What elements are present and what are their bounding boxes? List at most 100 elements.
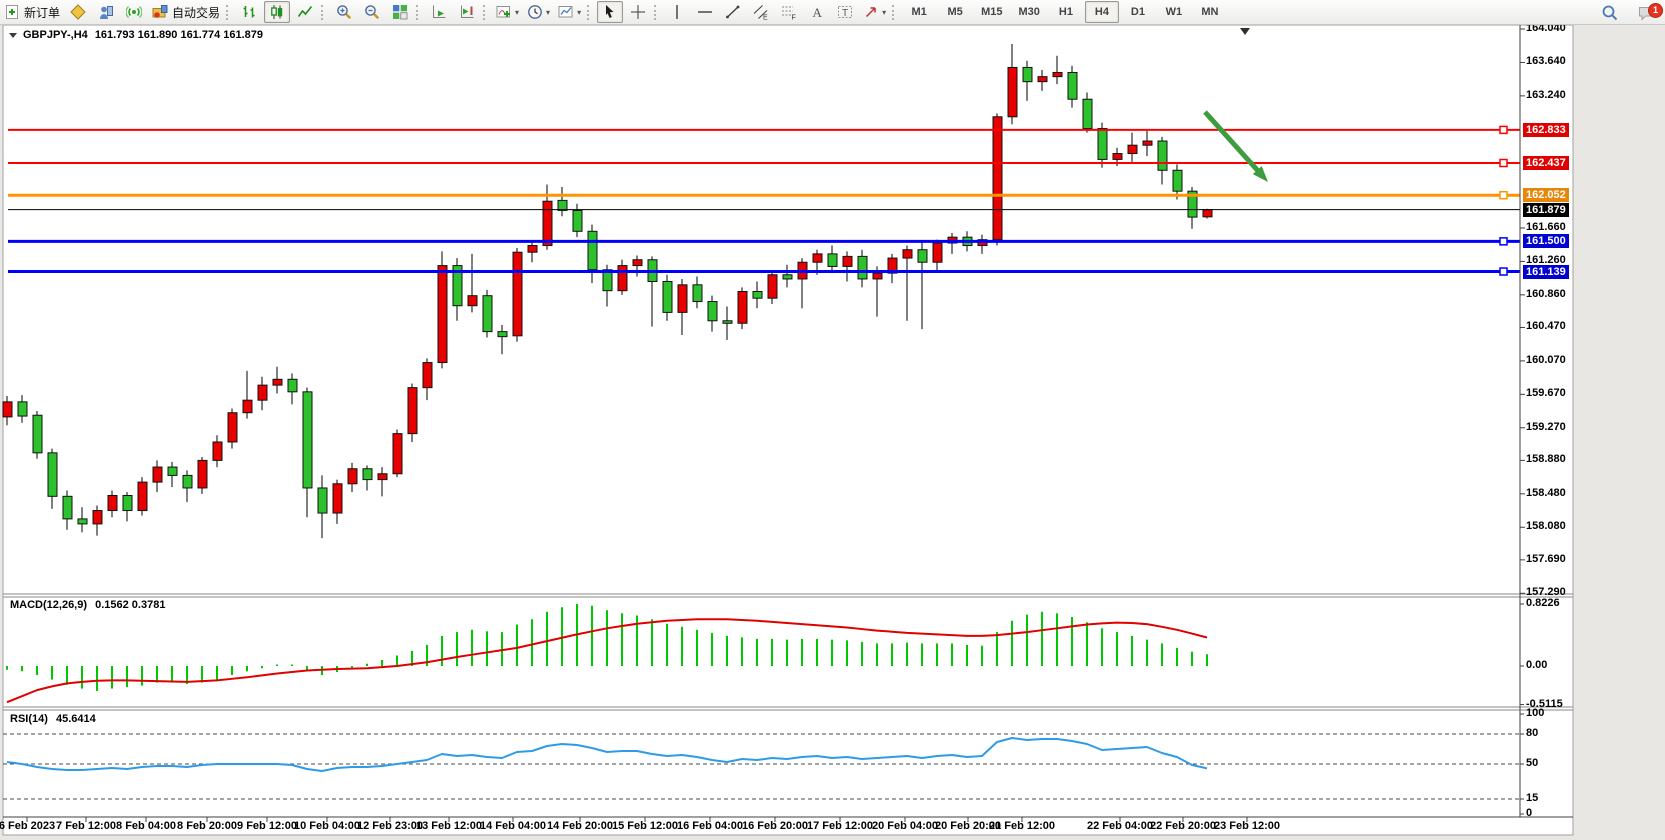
search-button[interactable] xyxy=(1596,1,1622,23)
cursor-button[interactable] xyxy=(597,1,624,23)
autotrading-icon xyxy=(152,4,168,20)
cursor-group xyxy=(596,0,652,24)
time-axis-label: 21 Feb 12:00 xyxy=(988,820,1056,832)
zoom-in-button[interactable] xyxy=(331,1,357,23)
timeframe-m30[interactable]: M30 xyxy=(1012,1,1047,23)
candlestick-icon xyxy=(269,4,285,20)
templates-button[interactable]: ▾ xyxy=(555,1,584,23)
auto-scroll-icon xyxy=(431,4,447,20)
text-button[interactable]: A xyxy=(804,1,830,23)
toolbar-grip xyxy=(654,4,659,20)
candle-body xyxy=(302,391,313,489)
toolbar-grip xyxy=(416,4,421,20)
timeframe-d1[interactable]: D1 xyxy=(1121,1,1155,23)
autotrading-button[interactable]: 自动交易 xyxy=(149,1,223,23)
horizontal-line-button[interactable] xyxy=(692,1,718,23)
timeframe-h1[interactable]: H1 xyxy=(1049,1,1083,23)
candle-body xyxy=(362,468,373,481)
timeframe-w1[interactable]: W1 xyxy=(1157,1,1191,23)
trade-group: 新订单 自动交易 xyxy=(0,0,224,24)
signals-button[interactable] xyxy=(121,1,147,23)
candle-body xyxy=(32,414,43,454)
new-order-button[interactable]: 新订单 xyxy=(1,1,63,23)
rsi-axis-label: 50 xyxy=(1526,757,1539,769)
indicators-button[interactable]: ▾ xyxy=(493,1,522,23)
level-line-handle[interactable] xyxy=(1499,158,1508,168)
crosshair-icon xyxy=(630,4,646,20)
candle-body xyxy=(1082,98,1093,129)
strategy-tester-button[interactable] xyxy=(93,1,119,23)
chart-window[interactable]: GBPJPY-,H4 161.793 161.890 161.774 161.8… xyxy=(0,22,1665,840)
time-axis-label: 16 Feb 20:00 xyxy=(741,820,809,832)
equidistant-channel-button[interactable]: E xyxy=(748,1,774,23)
crosshair-button[interactable] xyxy=(625,1,651,23)
signals-icon xyxy=(125,4,143,20)
level-line-handle[interactable] xyxy=(1499,267,1508,276)
candle-body xyxy=(482,295,493,333)
candle-body xyxy=(272,378,283,386)
timeframe-h1-label: H1 xyxy=(1058,6,1073,18)
timeframe-h4[interactable]: H4 xyxy=(1084,1,1119,23)
vertical-line-button[interactable] xyxy=(664,1,690,23)
candle-body xyxy=(317,487,328,514)
price-level-badge-161.139: 161.139 xyxy=(1523,264,1569,279)
fibonacci-button[interactable]: F xyxy=(776,1,802,23)
timeframe-mn[interactable]: MN xyxy=(1193,1,1227,23)
metaeditor-button[interactable] xyxy=(65,1,91,23)
chevron-down-icon[interactable]: ▾ xyxy=(882,7,887,17)
timeframe-m1[interactable]: M1 xyxy=(902,1,936,23)
collapse-icon[interactable] xyxy=(9,33,17,38)
candle-body xyxy=(542,200,553,247)
arrows-button[interactable]: ▾ xyxy=(860,1,889,23)
bar-chart-button[interactable] xyxy=(236,1,262,23)
level-line-handle[interactable] xyxy=(1499,125,1508,135)
macd-axis-label: 0.00 xyxy=(1526,659,1548,671)
candle-body xyxy=(812,253,823,263)
tile-windows-button[interactable] xyxy=(387,1,413,23)
timeframe-m15[interactable]: M15 xyxy=(974,1,1009,23)
trend-arrow-annotation[interactable] xyxy=(1203,110,1264,177)
symbol-period-label: GBPJPY-,H4 xyxy=(23,29,88,41)
time-axis-label: 7 Feb 12:00 xyxy=(56,820,116,832)
chevron-down-icon[interactable]: ▾ xyxy=(515,7,520,17)
level-line-handle[interactable] xyxy=(1499,237,1508,246)
arrows-icon xyxy=(863,4,879,20)
candle-body xyxy=(1142,140,1153,146)
price-axis-label: 160.070 xyxy=(1526,353,1566,366)
auto-scroll-button[interactable] xyxy=(426,1,452,23)
chevron-down-icon[interactable]: ▾ xyxy=(546,7,551,17)
price-axis-label: 160.860 xyxy=(1526,287,1566,300)
time-axis-label: 16 Feb 04:00 xyxy=(676,820,744,832)
trend-arrow-head[interactable] xyxy=(1252,166,1268,182)
candle-body xyxy=(392,433,403,475)
macd-indicator-label: MACD(12,26,9) 0.1562 0.3781 xyxy=(10,599,165,612)
candle-body xyxy=(62,495,73,520)
timeframe-m5[interactable]: M5 xyxy=(938,1,972,23)
candle-body xyxy=(587,230,598,271)
candle-body xyxy=(332,483,343,514)
timeframe-h4-label: H4 xyxy=(1094,6,1109,18)
level-line-handle[interactable] xyxy=(1499,190,1508,200)
new-order-button-label: 新订单 xyxy=(24,5,61,20)
text-label-button[interactable]: T xyxy=(832,1,858,23)
candle-body xyxy=(572,209,583,232)
trendline-button[interactable] xyxy=(720,1,746,23)
time-axis-label: 20 Feb 20:00 xyxy=(934,820,1002,832)
line-chart-button[interactable] xyxy=(292,1,318,23)
price-axis-label: 161.260 xyxy=(1526,254,1566,267)
metaeditor-icon xyxy=(70,4,86,20)
candle-body xyxy=(677,284,688,313)
horizontal-line-icon xyxy=(697,4,713,20)
rsi-axis-label: 15 xyxy=(1526,792,1539,804)
periods-button[interactable]: ▾ xyxy=(524,1,553,23)
chart-shift-button[interactable] xyxy=(454,1,480,23)
candle-body xyxy=(842,255,853,267)
candlestick-button[interactable] xyxy=(264,1,291,23)
candle-body xyxy=(602,269,613,292)
time-axis-label: 20 Feb 04:00 xyxy=(871,820,939,832)
zoom-out-button[interactable] xyxy=(359,1,385,23)
chevron-down-icon[interactable]: ▾ xyxy=(577,7,582,17)
price-axis-label: 163.240 xyxy=(1526,88,1566,101)
price-chart-canvas[interactable] xyxy=(0,24,1665,840)
template-icon xyxy=(558,4,574,20)
